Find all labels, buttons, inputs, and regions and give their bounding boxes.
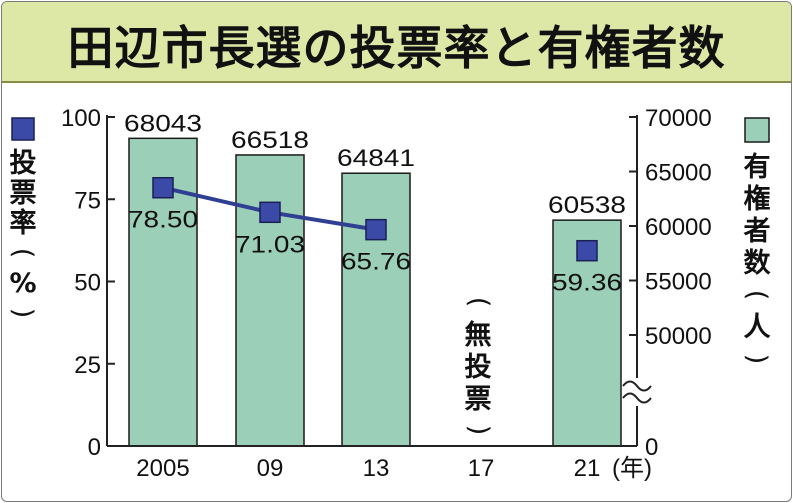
left-axis-label-char: % [9, 268, 36, 299]
no-vote-annotation-char: ( [463, 297, 494, 308]
turnout-marker-13 [365, 218, 387, 241]
left-axis-tick-label: 0 [88, 434, 101, 461]
axis-break-mark [622, 380, 652, 404]
x-axis-unit: (年) [612, 455, 652, 482]
right-axis-tick-label: 65000 [645, 160, 712, 187]
voter-count-label: 60538 [548, 192, 626, 219]
no-vote-annotation-char: ) [463, 425, 494, 436]
voter-count-label: 64841 [337, 145, 415, 172]
x-axis-tick-label: 17 [468, 455, 495, 482]
right-axis-tick-label: 0 [645, 434, 658, 461]
turnout-marker-09 [259, 201, 281, 224]
left-axis-tick-label: 50 [74, 270, 101, 297]
voter-bar-13 [341, 172, 411, 447]
no-vote-annotation-char: 投 [465, 352, 492, 383]
left-axis-label-char: ( [7, 248, 38, 259]
left-axis-tick-label: 75 [74, 187, 101, 214]
no-vote-annotation-char: 票 [465, 384, 492, 415]
voter-bar-09 [235, 154, 305, 447]
right-axis-label-char: ) [741, 354, 772, 365]
right-axis-tick-label: 50000 [645, 323, 712, 350]
right-axis-label-char: 人 [744, 312, 771, 343]
turnout-value-label: 78.50 [128, 207, 198, 234]
left-axis-label-char: 票 [10, 178, 37, 209]
left-axis-label-char: ) [7, 308, 38, 319]
right-axis-label-char: 権 [744, 183, 771, 215]
right-axis-label-char: 数 [744, 248, 772, 279]
chart-title: 田辺市長選の投票率と有権者数 [67, 21, 726, 75]
left-axis-tick-label: 100 [61, 105, 101, 132]
turnout-legend-marker [11, 117, 35, 141]
turnout-value-label: 65.76 [341, 249, 411, 276]
left-axis-label-char: 投 [10, 148, 37, 179]
left-axis-tick-label: 25 [74, 352, 101, 379]
turnout-marker-2005 [152, 176, 174, 199]
turnout-value-label: 71.03 [235, 231, 305, 258]
voter-count-label: 68043 [124, 110, 202, 137]
right-axis-tick-label: 70000 [645, 105, 712, 132]
title-bar: 田辺市長選の投票率と有権者数 [2, 2, 791, 83]
right-axis-label-char: 有 [744, 152, 771, 183]
left-axis-label-char: 率 [10, 207, 37, 239]
turnout-value-label: 59.36 [552, 270, 622, 297]
right-axis-tick-label: 60000 [645, 214, 712, 241]
x-axis-tick-label: 09 [257, 455, 284, 482]
right-axis-label-char: 者 [744, 216, 771, 247]
x-axis-tick-label: 13 [363, 455, 390, 482]
voters-legend-marker [744, 117, 770, 143]
x-axis-tick-label: 21 [574, 455, 601, 482]
right-axis-tick-label: 55000 [645, 269, 712, 296]
x-axis-tick-label: 2005 [136, 455, 189, 482]
right-axis-label-char: ( [741, 290, 772, 301]
voter-count-label: 66518 [231, 127, 309, 154]
no-vote-annotation-char: 無 [465, 320, 492, 351]
turnout-marker-21 [576, 239, 598, 262]
